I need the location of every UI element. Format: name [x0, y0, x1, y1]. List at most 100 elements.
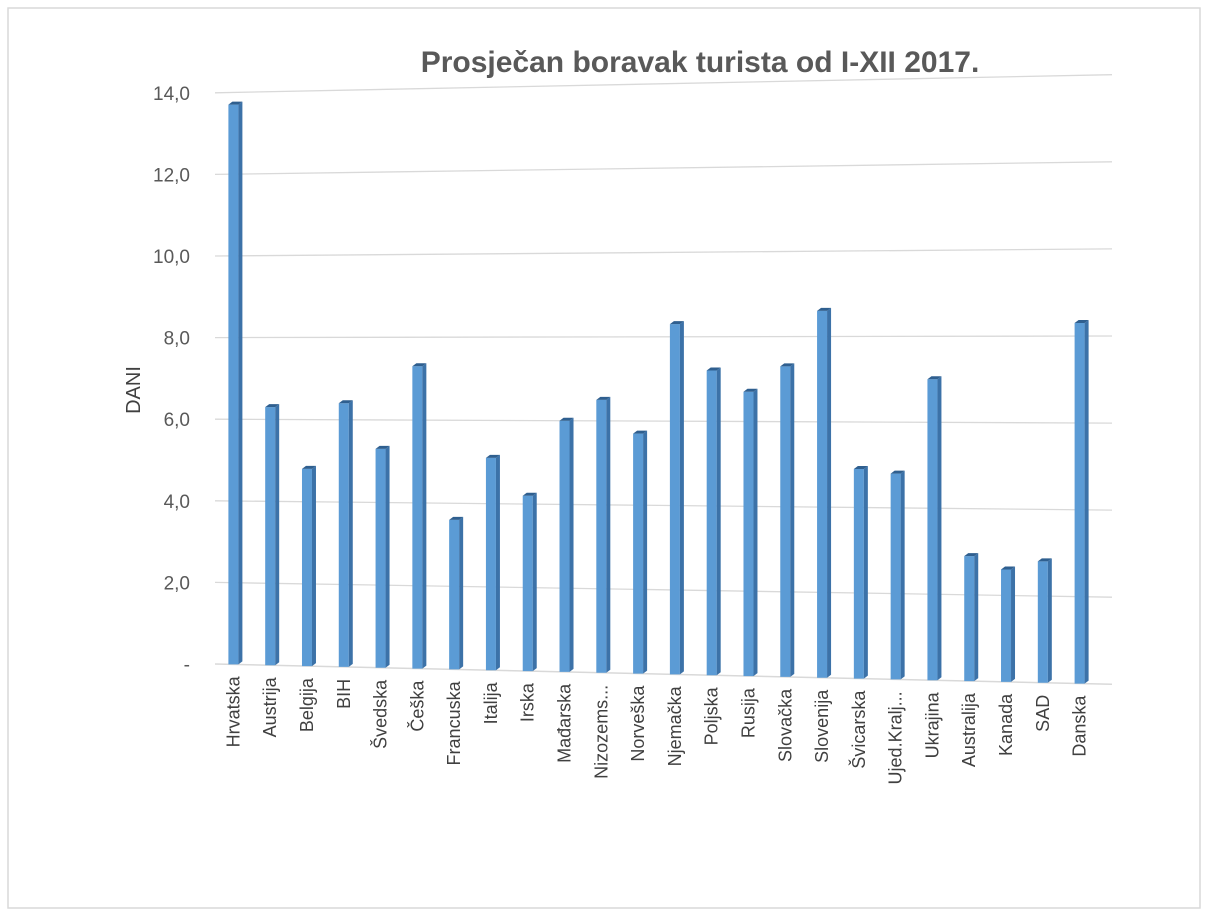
bar [890, 470, 905, 680]
x-tick-label: Belgija [297, 677, 317, 732]
x-tick-label: Norveška [628, 685, 648, 762]
x-tick-label: Austrija [260, 676, 280, 737]
bar [301, 465, 316, 667]
gridline [214, 248, 1113, 257]
x-tick-label: Ujed.Kralj... [886, 691, 906, 784]
bar [375, 445, 390, 668]
x-tick-label: Hrvatska [223, 675, 243, 747]
bar-front [853, 469, 864, 679]
bar [265, 404, 280, 666]
bar-side [1084, 320, 1089, 684]
bar-front [706, 370, 717, 676]
bar-front [817, 310, 828, 678]
bar-side [459, 516, 464, 670]
bar [743, 388, 758, 677]
y-tick-label: 6,0 [164, 410, 190, 431]
bar-side [937, 376, 942, 681]
gridline [214, 74, 1113, 94]
bars [228, 101, 1089, 684]
x-axis-line [214, 663, 1113, 686]
y-tick-label: 10,0 [153, 247, 190, 268]
bar-front [596, 399, 607, 673]
x-tick-label: Švicarska [848, 690, 869, 769]
bar [1037, 558, 1052, 683]
y-tick-label: 4,0 [164, 492, 190, 513]
bar-side [385, 445, 390, 668]
bar-side [606, 396, 611, 673]
bar-top [338, 400, 353, 404]
bar-side [900, 470, 905, 680]
bar-side [238, 101, 243, 665]
bar-top [1037, 558, 1052, 562]
x-tick-label: Ukrajina [922, 691, 942, 758]
x-tick-label: BIH [334, 679, 354, 709]
x-axis [214, 663, 1113, 686]
bar-side [275, 404, 280, 666]
bar-top [559, 417, 574, 421]
bar-front [964, 556, 975, 682]
bar [228, 101, 243, 665]
bar-front [1001, 569, 1012, 682]
bar-side [679, 321, 684, 675]
bar-side [532, 492, 537, 672]
bar-top [964, 553, 979, 557]
gridlines [214, 74, 1113, 598]
bar-front [485, 457, 496, 671]
bar-top [669, 321, 684, 325]
bar-top [301, 465, 316, 469]
bar [853, 466, 868, 679]
category-labels: Hrvatska Austrija Belgija BIH Švedska Češka Fr… [223, 675, 1089, 784]
x-tick-label: Australija [959, 692, 979, 767]
x-tick-label: Nizozems... [591, 685, 611, 779]
x-tick-label: Rusija [739, 687, 759, 738]
bar-front [1074, 323, 1085, 684]
bar-top [780, 363, 795, 367]
x-tick-label: Slovačka [775, 688, 795, 762]
bar [669, 321, 684, 675]
bar [927, 376, 942, 681]
x-tick-label: SAD [1033, 695, 1053, 732]
bar-top [853, 466, 868, 470]
bar-side [753, 388, 758, 677]
bar-front [522, 495, 533, 672]
bar-top [1001, 566, 1016, 570]
gridline [214, 161, 1113, 176]
bar-top [633, 430, 648, 434]
bar [522, 492, 537, 672]
bar-side [569, 417, 574, 672]
bar-top [265, 404, 280, 408]
x-tick-label: Slovenija [812, 689, 832, 763]
bar-top [817, 307, 832, 311]
bar-top [228, 101, 243, 105]
bar-top [927, 376, 942, 380]
x-tick-label: Kanada [996, 693, 1016, 756]
bar-side [827, 307, 832, 678]
gridline [214, 581, 1113, 598]
bar-top [1074, 320, 1089, 324]
chart-title: Prosječan boravak turista od I-XII 2017. [421, 46, 980, 79]
bar-side [863, 466, 868, 679]
gridline [214, 418, 1113, 424]
bar-front [338, 403, 349, 667]
bar [1074, 320, 1089, 684]
bar-side [643, 430, 648, 674]
bar [559, 417, 574, 672]
bar-side [495, 454, 500, 671]
bar-side [716, 367, 721, 676]
bar [412, 363, 427, 669]
bar-top [522, 492, 537, 496]
bar-top [743, 388, 758, 392]
y-tick-label: 14,0 [153, 84, 190, 105]
bar [485, 454, 500, 671]
gridline [214, 335, 1113, 339]
bar-front [1037, 561, 1048, 683]
bar-top [485, 454, 500, 458]
bar-side [348, 400, 353, 667]
bar-side [974, 553, 979, 682]
bar-front [633, 433, 644, 674]
x-tick-label: Češka [406, 680, 427, 732]
bar [964, 553, 979, 682]
bar-side [311, 465, 316, 667]
bar-top [449, 516, 464, 520]
x-tick-label: Njemačka [665, 685, 685, 766]
